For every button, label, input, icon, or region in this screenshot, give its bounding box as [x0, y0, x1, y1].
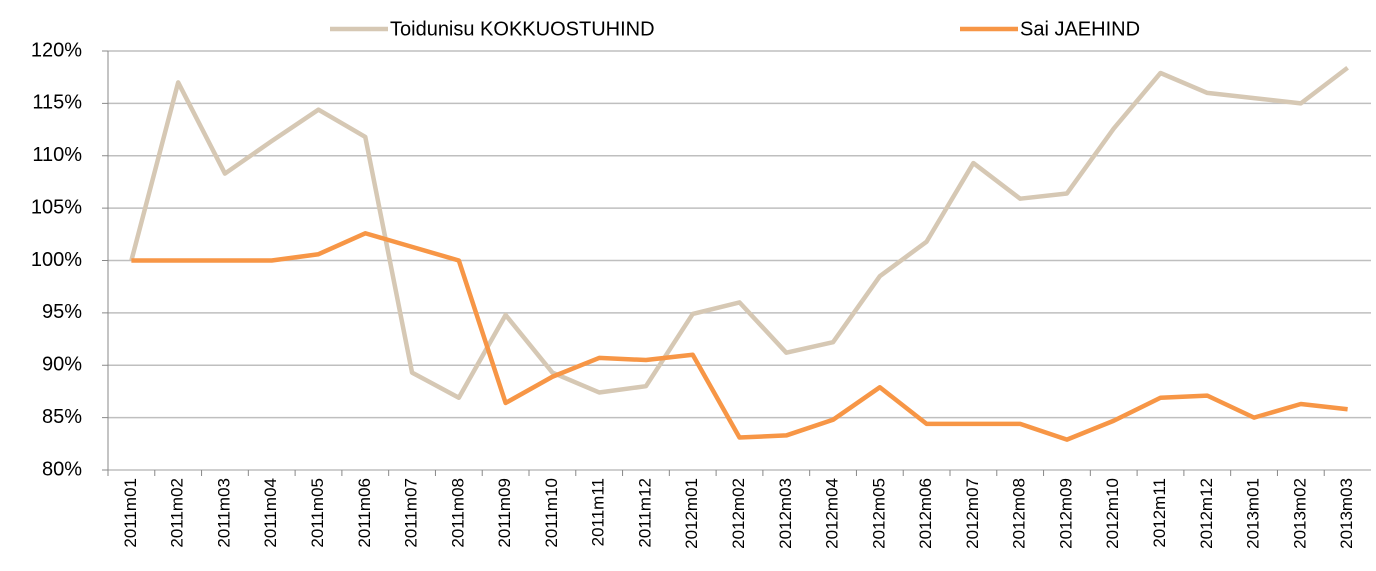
x-tick-label: 2011m12: [635, 478, 654, 548]
series-line: [129, 65, 1349, 400]
y-tick-label: 110%: [32, 144, 82, 166]
x-tick-label: 2011m06: [355, 478, 374, 548]
x-tick-label: 2011m11: [589, 478, 608, 546]
y-tick-label: 105%: [31, 196, 82, 218]
x-tick-label: 2011m03: [214, 478, 233, 548]
x-tick-label: 2012m09: [1056, 478, 1075, 549]
x-tick-label: 2011m07: [402, 478, 421, 548]
x-tick-label: 2013m02: [1290, 478, 1309, 549]
x-tick-label: 2012m06: [916, 478, 935, 549]
legend-label: Sai JAEHIND: [1020, 18, 1140, 40]
x-tick-label: 2011m01: [121, 478, 140, 548]
x-tick-label: 2012m03: [776, 478, 795, 549]
x-tick-label: 2012m11: [1150, 478, 1169, 548]
x-tick-label: 2011m04: [261, 478, 280, 548]
x-tick-label: 2012m04: [823, 478, 842, 549]
x-tick-label: 2012m12: [1197, 478, 1216, 549]
y-tick-label: 120%: [31, 39, 82, 61]
x-tick-label: 2013m01: [1244, 478, 1263, 549]
x-tick-label: 2012m10: [1103, 478, 1122, 549]
series-line: [131, 231, 1348, 442]
y-tick-label: 95%: [42, 301, 82, 323]
y-tick-label: 80%: [42, 458, 82, 480]
x-tick-label: 2011m10: [542, 478, 561, 548]
y-tick-label: 100%: [31, 249, 82, 271]
x-tick-label: 2011m02: [168, 478, 187, 548]
y-tick-label: 90%: [42, 354, 82, 376]
x-tick-label: 2012m01: [682, 478, 701, 549]
x-tick-label: 2011m08: [448, 478, 467, 548]
x-tick-label: 2011m05: [308, 478, 327, 548]
x-tick-label: 2013m03: [1337, 478, 1356, 549]
x-tick-label: 2012m02: [729, 478, 748, 549]
x-tick-label: 2012m05: [869, 478, 888, 549]
y-tick-label: 115%: [32, 92, 82, 114]
y-tick-label: 85%: [42, 406, 82, 428]
legend-label: Toidunisu KOKKUOSTUHIND: [390, 18, 655, 40]
x-tick-label: 2011m09: [495, 478, 514, 548]
x-tick-label: 2012m07: [963, 478, 982, 549]
x-tick-label: 2012m08: [1010, 478, 1029, 549]
